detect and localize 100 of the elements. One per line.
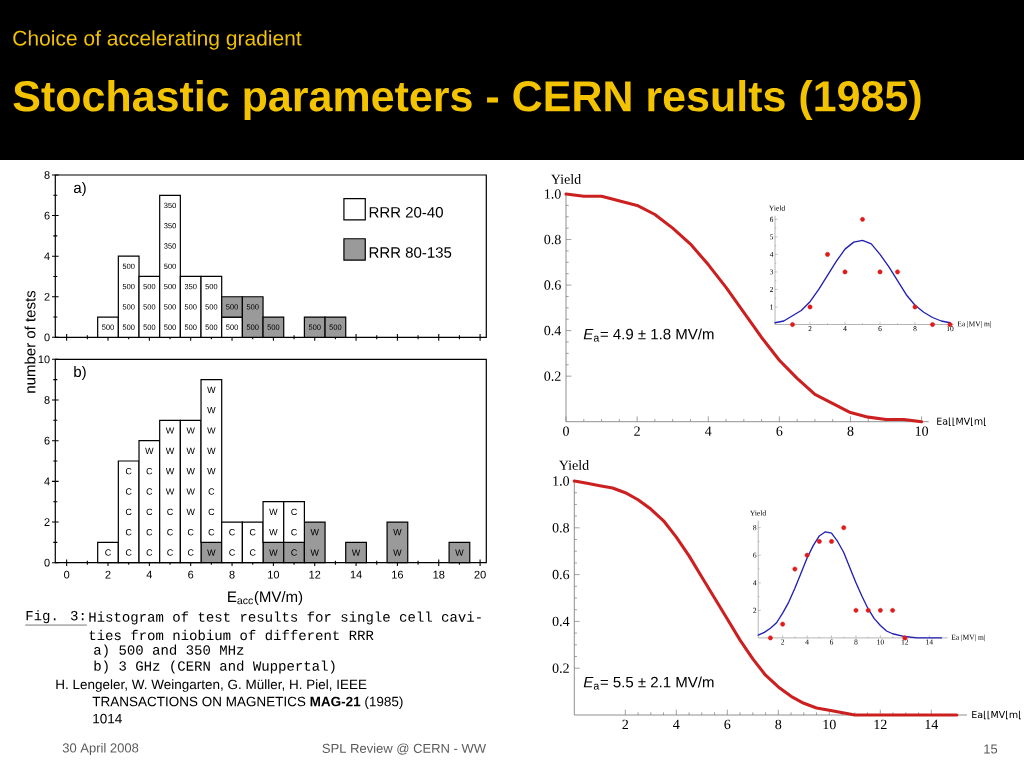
annotation: W — [186, 468, 195, 475]
point — [865, 607, 871, 613]
annotation: W — [186, 447, 195, 454]
y-tick-label: 10 — [38, 355, 50, 364]
point — [792, 566, 798, 572]
y-tick-label: 8 — [44, 171, 50, 179]
y-axis-title: Yield — [558, 460, 589, 470]
x-tick-label: 12 — [309, 570, 321, 579]
x-tick-label: 12 — [874, 719, 887, 729]
annotation: W — [269, 508, 278, 515]
x-tick-label: 18 — [433, 570, 445, 579]
annotation: C — [291, 508, 297, 516]
y-tick-label: 2 — [44, 518, 50, 526]
text: b) 3 GHz (CERN and Wuppertal) — [94, 660, 335, 674]
annotation: C — [229, 529, 235, 536]
annotation: C — [291, 549, 297, 556]
x-tick-label: 4 — [673, 719, 680, 729]
annotation: C — [125, 468, 132, 475]
annotation: C — [208, 529, 215, 536]
annotation: C — [249, 529, 256, 536]
point — [853, 607, 859, 613]
y-tick-label: 0 — [44, 558, 50, 567]
y-tick-label: 0.2 — [544, 371, 561, 381]
annotation: C — [167, 549, 173, 556]
annotation: W — [207, 468, 216, 475]
annotation: C — [105, 549, 111, 556]
annotation: W — [207, 427, 216, 434]
text: ties from niobium of different RRR — [89, 629, 374, 641]
y-tick-label: 0.2 — [552, 663, 569, 673]
x-tick-label: 4 — [146, 570, 153, 579]
annotation: C — [125, 549, 132, 556]
annotation: C — [146, 468, 153, 475]
y-axis-title: number of tests — [24, 290, 36, 393]
annotation: C — [146, 488, 153, 495]
annotation: C — [167, 529, 173, 536]
legend-label: RRR 20-40 — [369, 207, 443, 218]
point — [895, 269, 900, 275]
annotation: C — [208, 508, 215, 516]
annotation: W — [310, 529, 319, 536]
annotation: C — [208, 488, 215, 495]
x-tick-label: 10 — [915, 426, 929, 436]
text: a) 500 and 350 MHz — [94, 644, 244, 658]
annotation: C — [125, 529, 132, 536]
annotation: b) — [74, 366, 86, 380]
x-tick-label: 10 — [268, 570, 280, 579]
chart-subtitle: Choice of accelerating gradient — [13, 30, 302, 50]
point — [890, 607, 896, 613]
annotation: W — [310, 549, 319, 556]
point — [825, 251, 830, 257]
x-tick-label: 6 — [724, 719, 731, 730]
point — [842, 269, 848, 275]
annotation: E$_{a}$= 5.5 ± 2.1 MV/m — [583, 676, 714, 690]
annotation: W — [165, 488, 175, 495]
annotation: C — [125, 508, 132, 516]
annotation: W — [145, 447, 154, 454]
point — [780, 621, 786, 627]
y-tick-label: 0.8 — [552, 523, 570, 533]
x-tick-label: 14 — [925, 719, 939, 729]
annotation: E$_{a}$= 4.9 ± 1.8 MV/m — [583, 328, 714, 342]
x-axis-title: Ea⌊⌊MV⌊m⌊ — [937, 417, 986, 426]
annotation: W — [269, 549, 278, 556]
text: SPL Review @ CERN - WW — [322, 743, 486, 755]
x-tick-label: 20 — [474, 570, 486, 579]
y-tick-label: 2 — [44, 292, 50, 301]
text: H. Lengeler, W. Weingarten, G. Müller, H. Piel, IEEE TRANSACTIONS ON MAGNETICS MAG-21 (1985) 1014 — [56, 679, 403, 724]
caption: Fig. 3: — [26, 610, 84, 624]
chart-title: Stochastic parameters - CERN results (1985) — [13, 79, 921, 121]
annotation: C — [187, 529, 194, 536]
y-tick-label: 0.4 — [552, 616, 570, 627]
point — [768, 635, 773, 641]
y-tick-label: 4 — [44, 252, 50, 260]
x-tick-label: 2 — [105, 570, 111, 579]
annotation: W — [269, 529, 278, 536]
annotation: C — [125, 488, 132, 495]
annotation: W — [455, 549, 464, 556]
legend-label: RRR 80-135 — [369, 247, 452, 258]
point — [790, 322, 795, 327]
annotation: a) — [73, 182, 86, 196]
y-tick-label: 4 — [44, 477, 50, 486]
annotation: C — [146, 529, 153, 536]
annotation: C — [146, 508, 153, 516]
y-tick-label: 0.8 — [544, 234, 561, 245]
x-axis-title: E$_{acc}$(MV/m) — [228, 591, 303, 605]
point — [829, 539, 834, 544]
y-tick-label: 0.4 — [544, 325, 562, 336]
annotation: W — [207, 447, 216, 454]
annotation: W — [186, 508, 195, 515]
x-tick-label: 14 — [350, 570, 362, 579]
y-tick-label: 1.0 — [545, 189, 561, 199]
y-axis-title: Yield — [551, 174, 581, 184]
annotation: W — [393, 529, 402, 536]
x-tick-label: 6 — [188, 570, 194, 579]
point — [841, 525, 847, 531]
x-tick-label: 8 — [229, 570, 235, 579]
x-tick-label: 4 — [705, 426, 712, 436]
annotation: W — [165, 427, 175, 434]
point — [912, 304, 918, 310]
x-tick-label: 0 — [64, 570, 70, 579]
x-tick-label: 10 — [823, 719, 836, 730]
annotation: W — [165, 447, 175, 454]
